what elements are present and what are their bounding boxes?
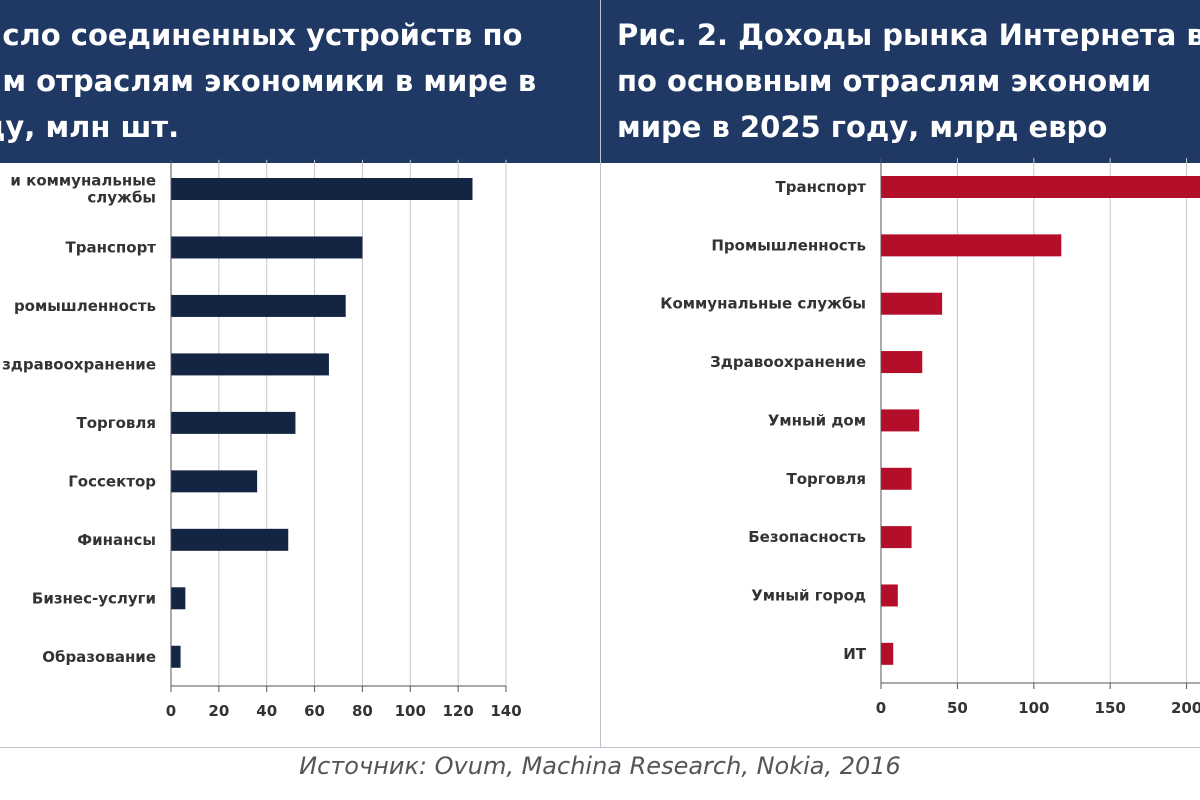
right-chart-title: Рис. 2. Доходы рынка Интернета в по осно…	[617, 18, 1200, 144]
right-bar	[881, 526, 912, 549]
left-chart-panel: исло соединенных устройств по им отрасля…	[0, 0, 601, 748]
right-tick-label: 50	[947, 699, 968, 717]
left-category-label: Бизнес-услуги	[32, 589, 156, 607]
left-bar	[171, 178, 473, 200]
left-chart-title: исло соединенных устройств по им отрасля…	[0, 18, 537, 144]
right-bar	[881, 234, 1062, 257]
left-category-label: и коммунальные службы	[10, 171, 156, 206]
left-tick-label: 140	[490, 702, 521, 720]
left-category-label: Госсектор	[68, 472, 156, 490]
left-bar	[171, 353, 329, 376]
right-category-label: Безопасность	[748, 528, 866, 546]
left-chart-header: исло соединенных устройств по им отрасля…	[0, 0, 600, 163]
left-category-label: здравоохранение	[2, 355, 156, 373]
right-category-label: Умный дом	[768, 411, 866, 429]
right-bar	[881, 584, 898, 607]
left-tick-label: 80	[352, 702, 373, 720]
source-note: Источник: Ovum, Machina Research, Nokia,…	[299, 752, 901, 780]
right-category-label: Торговля	[786, 469, 866, 487]
right-category-label: Промышленность	[711, 236, 866, 254]
right-bar	[881, 351, 923, 374]
left-category-label: Финансы	[77, 530, 156, 548]
right-category-label: ИТ	[843, 644, 867, 662]
left-tick-label: 0	[166, 702, 176, 720]
right-tick-label: 200	[1171, 699, 1200, 717]
left-tick-label: 20	[208, 702, 229, 720]
right-chart-panel: Рис. 2. Доходы рынка Интернета в по осно…	[601, 0, 1200, 748]
left-category-label: Торговля	[76, 413, 156, 431]
left-tick-label: 40	[256, 702, 277, 720]
left-bar	[171, 645, 181, 668]
left-tick-label: 60	[304, 702, 325, 720]
left-tick-label: 100	[395, 702, 426, 720]
left-category-label: Образование	[42, 647, 156, 665]
left-bar-chart: и коммунальные службы Транспорт ромышленнос…	[2, 159, 522, 720]
right-tick-label: 150	[1095, 699, 1126, 717]
left-category-label: ромышленность	[14, 296, 156, 314]
right-category-label: Коммунальные службы	[660, 294, 866, 312]
right-bar	[881, 467, 912, 490]
left-tick-label: 120	[442, 702, 473, 720]
right-category-label: Умный город	[751, 586, 866, 604]
right-bar	[881, 292, 943, 315]
right-category-label: Транспорт	[776, 178, 867, 196]
right-bar	[881, 409, 920, 432]
left-bar	[171, 470, 258, 493]
left-bar	[171, 294, 346, 317]
left-category-label: Транспорт	[66, 238, 157, 256]
right-bar	[881, 176, 1200, 198]
right-bar-chart: Транспорт Промышленность Коммунальные служ…	[660, 157, 1200, 717]
left-bar	[171, 411, 296, 434]
right-chart-header: Рис. 2. Доходы рынка Интернета в по осно…	[601, 0, 1200, 163]
left-bar	[171, 587, 186, 610]
left-bar	[171, 528, 289, 551]
right-category-label: Здравоохранение	[710, 353, 866, 371]
right-bar	[881, 642, 894, 665]
right-tick-label: 0	[876, 699, 886, 717]
left-bar	[171, 236, 363, 259]
right-tick-label: 100	[1018, 699, 1049, 717]
